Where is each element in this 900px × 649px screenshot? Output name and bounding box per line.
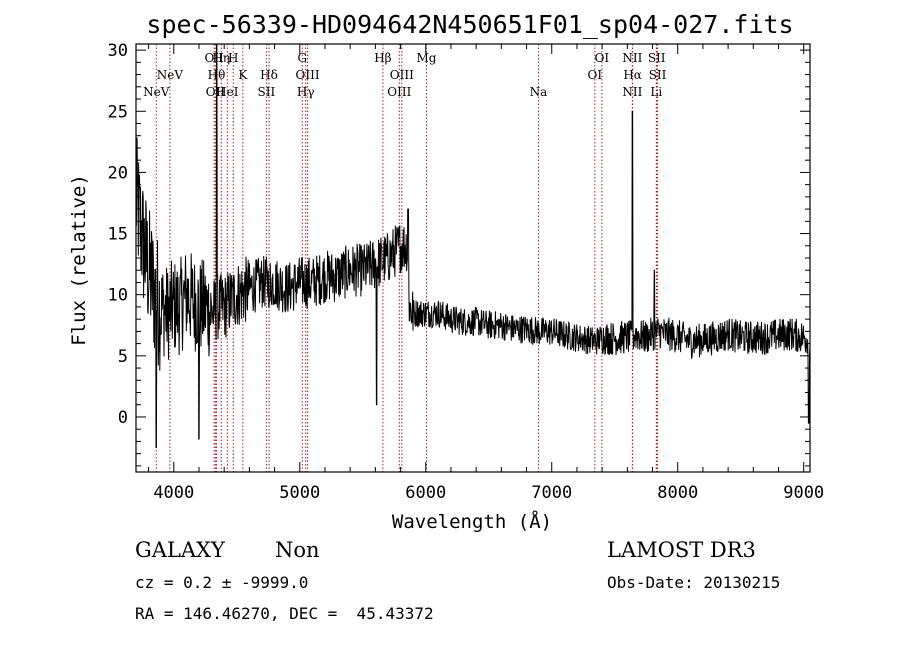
line-label: NII — [622, 85, 642, 99]
line-label: NII — [622, 51, 642, 65]
line-label: Hδ — [260, 68, 278, 82]
line-label: OIII — [296, 68, 320, 82]
obs-date: Obs-Date: 20130215 — [607, 573, 781, 592]
line-label: OIII — [387, 85, 411, 99]
x-tick-label: 6000 — [405, 483, 446, 503]
object-class: GALAXY — [135, 538, 225, 562]
line-label: NeV — [157, 68, 184, 82]
line-label: OII — [206, 85, 226, 99]
axis-ticks: 4000 5000 6000 7000 8000 9000 0 5 10 15 20 25 30 — [108, 41, 825, 503]
line-label: SII — [648, 51, 666, 65]
ra-dec: RA = 146.46270, DEC = 45.43372 — [135, 604, 434, 623]
chart-title: spec-56339-HD094642N450651F01_sp04-027.f… — [146, 10, 793, 39]
line-label: Li — [650, 85, 662, 99]
y-tick-label: 30 — [108, 41, 128, 61]
line-label: K — [238, 68, 248, 82]
plot-frame — [135, 43, 811, 473]
y-tick-label: 5 — [118, 347, 128, 367]
line-label: G — [297, 51, 307, 65]
redshift-cz: cz = 0.2 ± -9999.0 — [135, 573, 309, 592]
x-tick-label: 9000 — [783, 483, 824, 503]
y-tick-label: 15 — [108, 225, 128, 245]
line-label: Hβ — [374, 51, 391, 65]
y-tick-label: 20 — [108, 163, 128, 183]
object-subclass: Non — [275, 538, 320, 562]
line-label: NeV — [143, 85, 170, 99]
x-tick-label: 7000 — [531, 483, 572, 503]
y-tick-label: 25 — [108, 102, 128, 122]
x-tick-label: 5000 — [279, 483, 320, 503]
line-label: SII — [649, 68, 667, 82]
spectrum-line — [135, 43, 811, 448]
y-axis-label: Flux (relative) — [68, 174, 90, 346]
y-tick-label: 0 — [118, 408, 128, 428]
line-label: H — [228, 51, 238, 65]
line-label: Hγ — [297, 85, 315, 99]
x-axis-label: Wavelength (Å) — [392, 510, 552, 533]
line-label: OI — [588, 68, 603, 82]
line-label: OIII — [390, 68, 414, 82]
line-label: OII — [204, 51, 224, 65]
y-tick-label: 10 — [108, 286, 128, 306]
survey-name: LAMOST DR3 — [607, 538, 756, 562]
line-label: Na — [530, 85, 548, 99]
line-label: HeI — [216, 85, 239, 99]
x-tick-label: 8000 — [657, 483, 698, 503]
x-tick-label: 4000 — [153, 483, 194, 503]
line-label: Mg — [417, 51, 437, 65]
line-label: OI — [595, 51, 610, 65]
line-label: SII — [258, 85, 276, 99]
line-label: Hα — [623, 68, 642, 82]
